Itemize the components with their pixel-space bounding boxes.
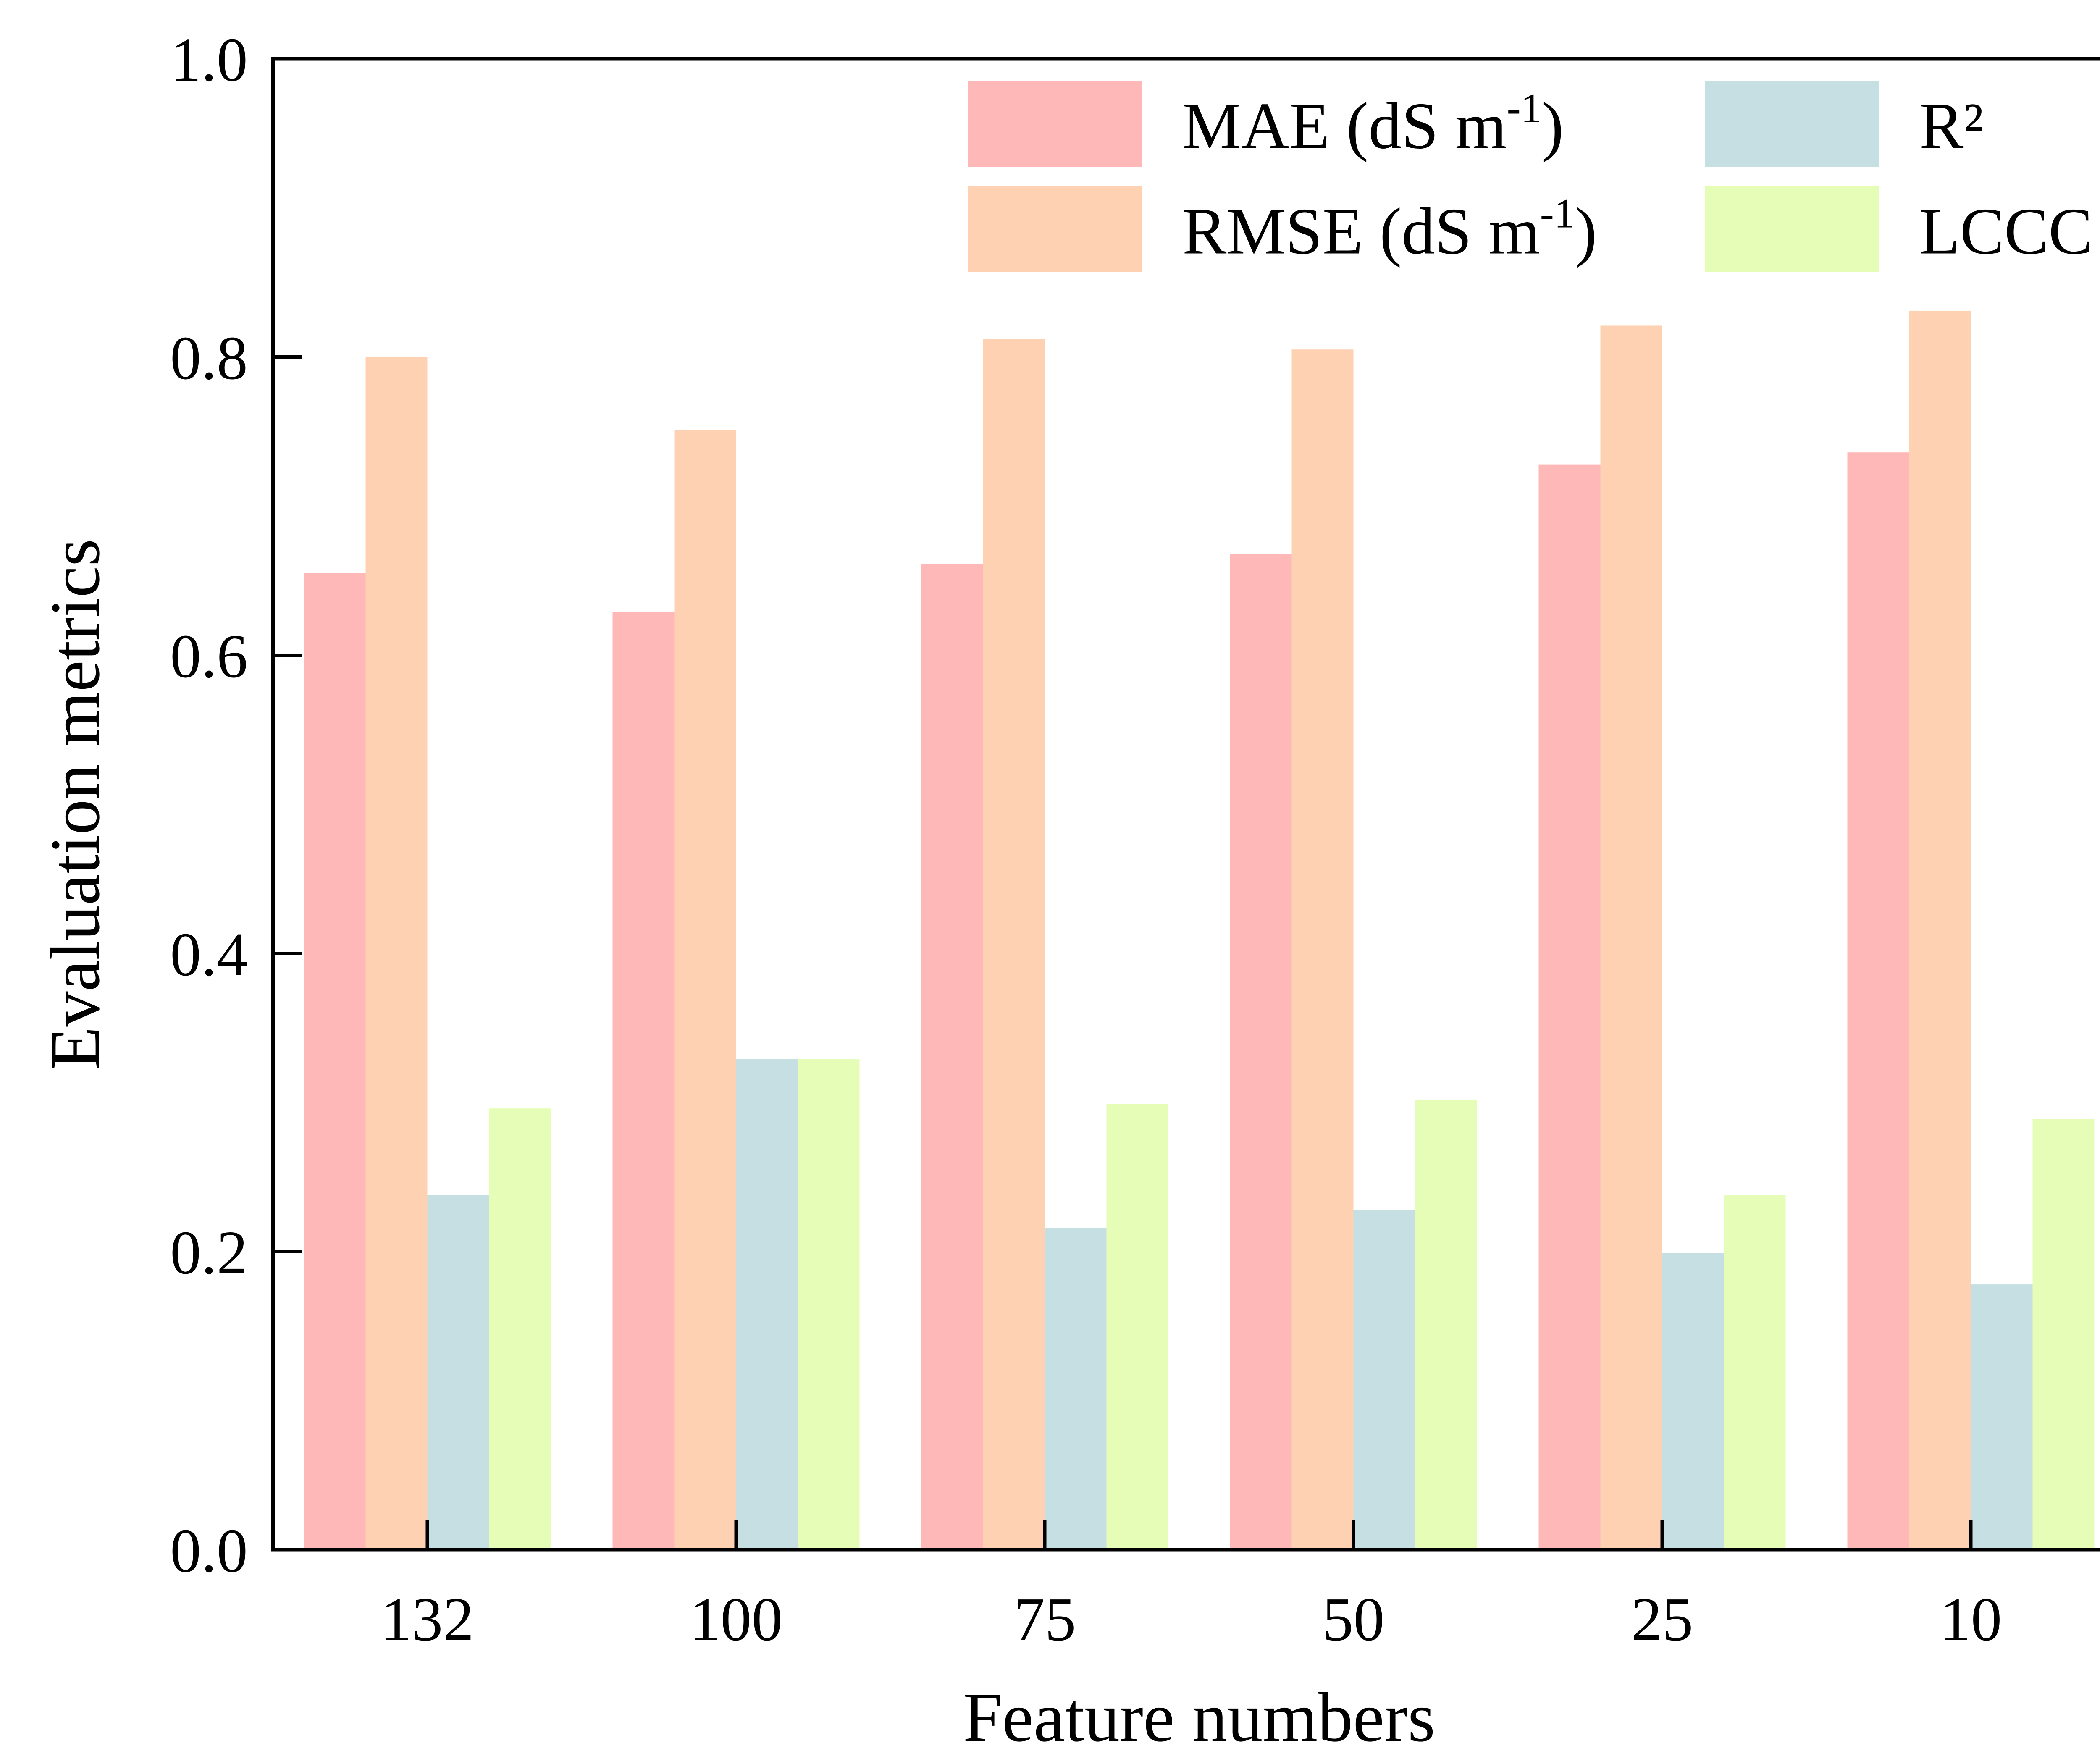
plot-frame [271, 57, 2100, 1552]
bar-r-75 [1045, 1228, 1107, 1550]
bar-r-100 [736, 1059, 798, 1550]
bar-maedsm-50 [1230, 554, 1292, 1550]
bar-r-50 [1353, 1210, 1415, 1550]
y-tick-label: 0.6 [170, 622, 248, 691]
bar-rmsedsm-132 [365, 357, 428, 1550]
bar-rmsedsm-100 [674, 430, 736, 1550]
bar-r-25 [1662, 1253, 1724, 1550]
legend-label: R² [1919, 89, 1984, 163]
bar-lccc-25 [1724, 1195, 1786, 1550]
bar-r-10 [1971, 1284, 2033, 1550]
bar-rmsedsm-50 [1292, 349, 1354, 1550]
bar-maedsm-25 [1538, 464, 1601, 1550]
x-tick-label: 100 [690, 1585, 783, 1654]
x-tick-label: 50 [1323, 1585, 1385, 1654]
bar-maedsm-75 [921, 564, 983, 1550]
x-axis-title: Feature numbers [963, 1678, 1435, 1756]
bar-lccc-75 [1106, 1104, 1168, 1550]
bars-layer [304, 310, 2095, 1550]
y-tick-label: 1.0 [170, 26, 248, 94]
y-tick-label: 0.8 [170, 324, 248, 393]
bar-rmsedsm-25 [1600, 326, 1662, 1550]
bar-rmsedsm-10 [1909, 310, 1971, 1550]
legend: MAE (dS m-1) RMSE (dS m-1) R² LCCC [968, 81, 2093, 272]
legend-swatch [1705, 81, 1880, 167]
bar-lccc-10 [2032, 1119, 2095, 1550]
bar-lccc-132 [489, 1108, 551, 1550]
y-tick-label: 0.0 [170, 1517, 248, 1586]
legend-swatch [968, 186, 1142, 272]
legend-label: MAE (dS m-1) [1182, 85, 1564, 163]
bar-lccc-50 [1415, 1099, 1477, 1550]
bar-lccc-100 [798, 1059, 860, 1550]
bar-maedsm-100 [612, 612, 675, 1550]
legend-swatch [1705, 186, 1880, 272]
bar-maedsm-132 [304, 573, 366, 1550]
legend-label: RMSE (dS m-1) [1182, 190, 1597, 268]
x-tick-label: 75 [1014, 1585, 1076, 1654]
x-tick-label: 10 [1940, 1585, 2002, 1654]
x-tick-label: 25 [1631, 1585, 1693, 1654]
bar-maedsm-10 [1847, 452, 1909, 1550]
bar-rmsedsm-75 [983, 339, 1045, 1550]
x-tick-label: 132 [381, 1585, 474, 1654]
y-tick-label: 0.4 [170, 920, 248, 989]
y-tick-label: 0.2 [170, 1218, 248, 1287]
legend-label: LCCC [1919, 195, 2093, 268]
bar-r-132 [427, 1195, 489, 1550]
y-axis-title: Evaluation metrics [36, 539, 114, 1070]
legend-swatch [968, 81, 1142, 167]
